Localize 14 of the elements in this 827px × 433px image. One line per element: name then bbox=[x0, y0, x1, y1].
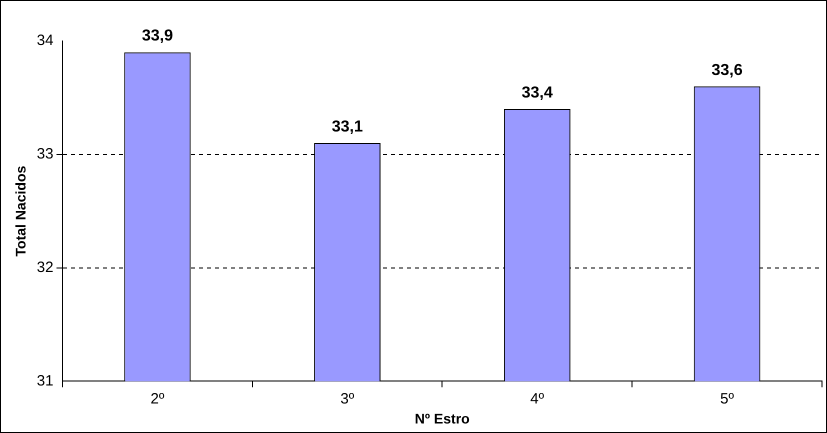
y-tick-label: 33 bbox=[36, 146, 54, 163]
data-label: 33,6 bbox=[711, 62, 743, 79]
data-label: 33,4 bbox=[522, 84, 553, 102]
x-axis-title: Nº Estro bbox=[414, 410, 470, 426]
x-tick-label: 5º bbox=[720, 390, 734, 408]
data-label: 33,1 bbox=[332, 118, 363, 136]
x-tick-label: 4º bbox=[530, 390, 545, 408]
x-tick-label: 3º bbox=[340, 390, 355, 408]
y-tick-label: 34 bbox=[36, 32, 54, 50]
data-label: 33,9 bbox=[142, 28, 174, 45]
y-axis-title: Total Nacidos bbox=[12, 166, 28, 256]
x-tick-label: 2º bbox=[150, 390, 165, 408]
y-tick-label: 31 bbox=[36, 372, 54, 390]
y-tick-label: 32 bbox=[36, 258, 54, 276]
